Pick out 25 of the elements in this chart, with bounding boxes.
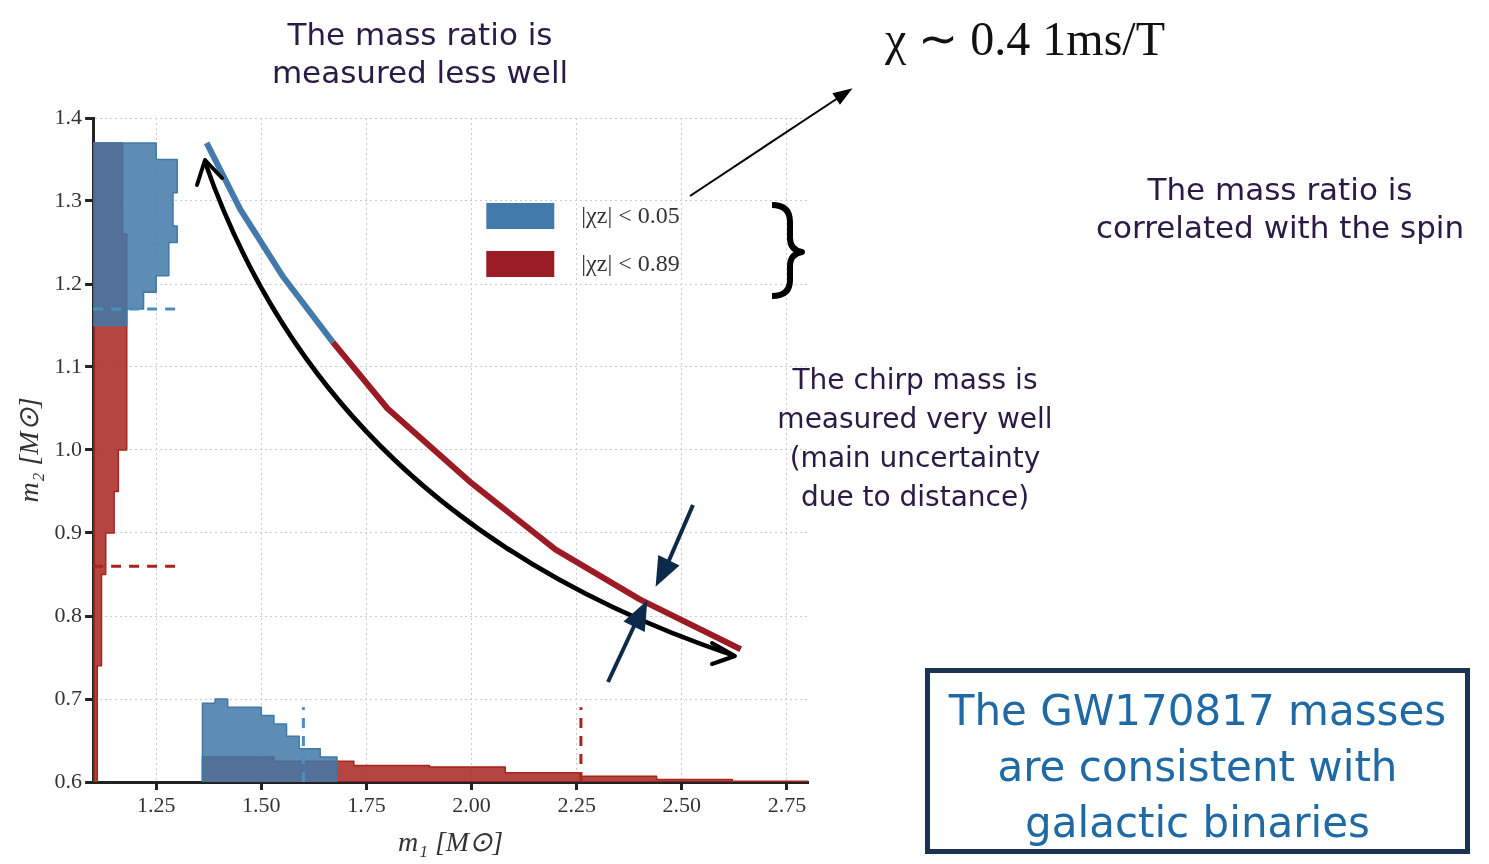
x-tick-label: 2.75 <box>767 791 807 817</box>
text: The GW170817 masses are consistent with galactic binaries <box>925 668 1470 854</box>
y-tick-label: 1.2 <box>54 269 83 295</box>
text: The mass ratio is correlated with the spin <box>1094 170 1466 246</box>
y-tick-label: 1.4 <box>54 103 83 129</box>
y-tick-label: 0.8 <box>54 601 83 627</box>
y-tick-label: 1.0 <box>54 435 83 461</box>
annotation: The chirp mass is measured very well (main uncertainty due to distance) <box>776 362 1054 515</box>
x-tick-label: 1.50 <box>242 791 281 817</box>
x-tick-label: 2.25 <box>557 791 596 817</box>
y-tick-label: 0.9 <box>54 518 83 544</box>
x-tick-label: 1.75 <box>347 791 386 817</box>
x-tick-label: 2.50 <box>662 791 702 817</box>
y-axis-title: m₂ [M⊙] <box>13 397 45 503</box>
y-tick-label: 0.6 <box>54 767 83 793</box>
text: χ ∼ 0.4 1ms/T <box>884 12 1166 65</box>
text: The mass ratio is measured less well <box>270 15 570 91</box>
legend-label: |χz| < 0.05 <box>581 202 680 229</box>
legend-label: |χz| < 0.89 <box>581 250 680 277</box>
y-tick-label: 1.1 <box>54 352 83 378</box>
x-axis-title: m₁ [M⊙] <box>398 825 504 857</box>
y-tick-label: 0.7 <box>54 684 83 710</box>
x-tick-label: 1.25 <box>136 791 176 817</box>
y-tick-label: 1.3 <box>54 186 83 212</box>
x-tick-label: 2.00 <box>452 791 491 817</box>
